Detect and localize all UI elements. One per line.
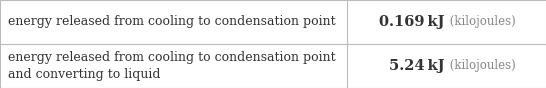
Text: 0.169 kJ: 0.169 kJ — [379, 15, 444, 29]
Bar — [0, 0, 546, 44]
Bar — [0, 44, 546, 88]
Text: (kilojoules): (kilojoules) — [447, 59, 516, 73]
Text: energy released from cooling to condensation point: energy released from cooling to condensa… — [8, 15, 336, 29]
Text: (kilojoules): (kilojoules) — [447, 15, 516, 29]
Text: energy released from cooling to condensation point
and converting to liquid: energy released from cooling to condensa… — [8, 51, 336, 81]
Text: 5.24 kJ: 5.24 kJ — [389, 59, 444, 73]
